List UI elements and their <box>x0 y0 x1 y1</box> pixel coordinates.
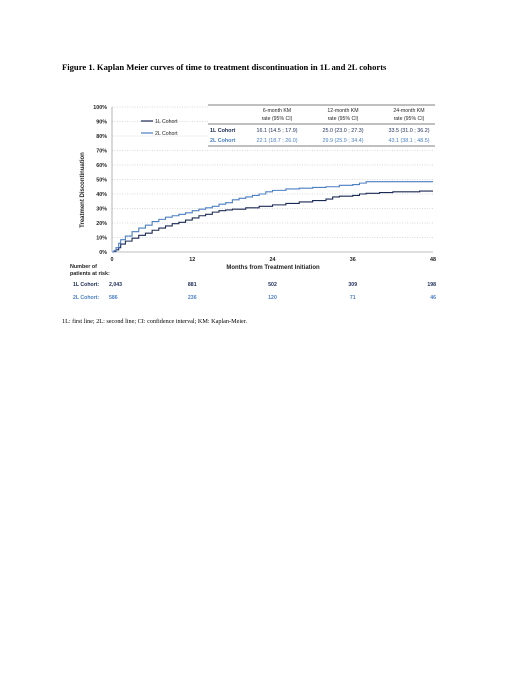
risk-value: 120 <box>268 295 277 301</box>
km-header-12m-line2: rate (95% CI) <box>328 116 359 122</box>
y-tick-label: 30% <box>96 207 107 213</box>
risk-value: 71 <box>350 295 356 301</box>
x-tick-label: 0 <box>111 257 114 263</box>
legend-label-1l: 1L Cohort <box>155 119 178 125</box>
km-header-24m-line1: 24-month KM <box>393 108 424 114</box>
y-tick-label: 20% <box>96 221 107 227</box>
series-lines <box>112 181 433 253</box>
y-tick-label: 0% <box>99 250 107 256</box>
risk-row-label-1l: 1L Cohort: <box>73 282 99 288</box>
risk-value: 2,043 <box>109 282 122 288</box>
km-cell-2l-6m: 22.1 (18.7 ; 26.0) <box>256 138 297 144</box>
risk-value: 46 <box>430 295 436 301</box>
km-header-6m-line2: rate (95% CI) <box>262 116 293 122</box>
km-header-24m-line2: rate (95% CI) <box>394 116 425 122</box>
risk-value: 309 <box>348 282 357 288</box>
y-axis-title: Treatment Discontinuation <box>80 152 86 228</box>
km-row-label-2l: 2L Cohort <box>210 138 236 144</box>
risk-title-line2: patients at risk: <box>70 271 110 277</box>
km-header-12m-line1: 12-month KM <box>327 108 358 114</box>
y-tick-label: 50% <box>96 178 107 184</box>
legend-label-2l: 2L Cohort <box>155 131 178 137</box>
km-cell-1l-6m: 16.1 (14.5 ; 17.9) <box>256 128 297 134</box>
km-rate-table: 6-month KM rate (95% CI) 12-month KM rat… <box>208 104 435 149</box>
risk-value: 198 <box>427 282 436 288</box>
y-tick-label: 10% <box>96 236 107 242</box>
y-tick-labels: 0% 10% 20% 30% 40% 50% 60% 70% 80% 90% 100% <box>93 105 107 256</box>
km-cell-2l-12m: 29.9 (25.9 ; 34.4) <box>322 138 363 144</box>
y-tick-label: 90% <box>96 120 107 126</box>
risk-values: 2,043 881 502 309 198 586 236 120 71 46 <box>109 282 436 301</box>
y-tick-label: 100% <box>93 105 107 111</box>
axes <box>111 107 433 253</box>
x-tick-labels: 0 12 24 36 48 <box>111 257 437 263</box>
risk-value: 502 <box>268 282 277 288</box>
risk-value: 236 <box>188 295 197 301</box>
km-header-6m-line1: 6-month KM <box>263 108 291 114</box>
y-tick-label: 70% <box>96 149 107 155</box>
y-tick-label: 40% <box>96 192 107 198</box>
km-cell-1l-24m: 33.5 (31.0 ; 36.2) <box>388 128 429 134</box>
x-tick-label: 48 <box>430 257 436 263</box>
x-axis-title: Months from Treatment Initiation <box>226 265 320 271</box>
y-tick-label: 80% <box>96 134 107 140</box>
series-line-1l <box>112 190 433 253</box>
series-line-2l <box>112 181 433 253</box>
risk-row-label-2l: 2L Cohort: <box>73 295 99 301</box>
risk-value: 586 <box>109 295 118 301</box>
legend: 1L Cohort 2L Cohort <box>141 119 178 137</box>
x-tick-label: 36 <box>350 257 356 263</box>
risk-table: Number of patients at risk: 1L Cohort: 2… <box>70 264 436 301</box>
x-tick-label: 24 <box>270 257 276 263</box>
risk-value: 881 <box>188 282 197 288</box>
figure-title: Figure 1. Kaplan Meier curves of time to… <box>62 62 387 72</box>
y-tick-label: 60% <box>96 163 107 169</box>
km-row-label-1l: 1L Cohort <box>210 128 236 134</box>
x-tick-label: 12 <box>189 257 195 263</box>
risk-title-line1: Number of <box>70 264 97 270</box>
km-cell-1l-12m: 25.0 (23.0 ; 27.3) <box>322 128 363 134</box>
km-cell-2l-24m: 43.1 (38.1 ; 48.5) <box>388 138 429 144</box>
figure-footnote: 1L: first line; 2L: second line; CI: con… <box>62 318 248 325</box>
